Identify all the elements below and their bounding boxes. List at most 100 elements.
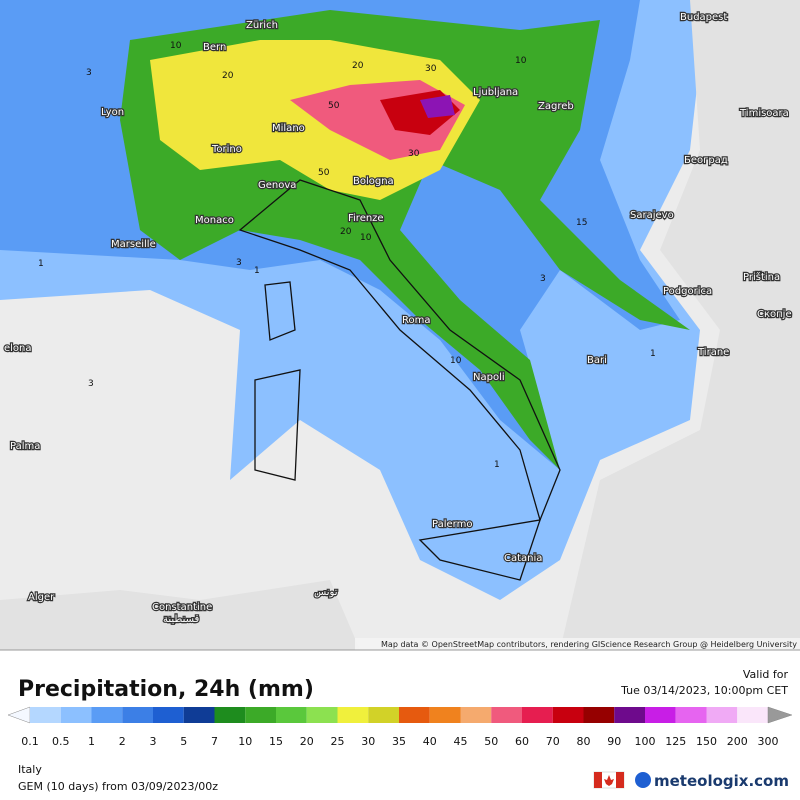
legend-tick-label: 0.5 (52, 735, 70, 748)
legend-tick-label: 1 (88, 735, 95, 748)
city-label: Скопје (757, 308, 792, 320)
city-label: Ljubljana (473, 87, 518, 98)
valid-time: Tue 03/14/2023, 10:00pm CET (620, 684, 788, 697)
city-label: Bologna (353, 176, 394, 187)
city-label: Budapest (680, 12, 727, 23)
legend-tick-label: 150 (696, 735, 717, 748)
contour-label: 3 (540, 274, 546, 284)
city-label: Firenze (348, 213, 384, 224)
contour-label: 1 (38, 259, 44, 269)
city-label: Genova (258, 180, 296, 191)
city-label: Sarajevo (630, 210, 674, 221)
legend-swatch (276, 707, 307, 723)
legend-tick-label: 3 (150, 735, 157, 748)
legend-swatch (706, 707, 738, 723)
attribution: Map data © OpenStreetMap contributors, r… (381, 640, 797, 649)
legend-tick-label: 125 (665, 735, 686, 748)
city-label: Palma (10, 441, 40, 452)
legend-tick-label: 50 (484, 735, 498, 748)
city-label: Napoli (473, 372, 505, 383)
city-labels: Budapest Zürich Bern Lyon Ljubljana Zagr… (3, 11, 793, 626)
city-label: Constantine (152, 602, 212, 613)
legend-swatch (522, 707, 553, 723)
legend-tick-label: 10 (238, 735, 252, 748)
legend-tick-label: 2 (119, 735, 126, 748)
city-label: Timisoara (739, 108, 789, 119)
legend-swatch (614, 707, 645, 723)
brand[interactable]: meteologix.com (654, 772, 789, 790)
city-label: Alger (28, 592, 55, 603)
land-dry (0, 580, 360, 650)
coastline (254, 281, 541, 581)
legend-tick-label: 80 (577, 735, 591, 748)
precip-area (420, 95, 455, 118)
city-label: Priština (743, 271, 780, 283)
contour-label: 30 (408, 149, 420, 159)
model-info: GEM (10 days) from 03/09/2023/00z (18, 780, 218, 793)
city-label: Lyon (101, 107, 124, 118)
city-label: Milano (272, 123, 305, 134)
valid-label: Valid for (743, 668, 789, 681)
legend-tick-label: 30 (361, 735, 375, 748)
city-label: Zürich (246, 20, 278, 31)
contour-labels: 10 10 10 10 3 3 3 3 20 20 20 1 1 1 1 50 … (38, 41, 656, 470)
contour-label: 3 (88, 379, 94, 389)
city-label: Bari (587, 355, 607, 366)
legend-tick-label: 7 (211, 735, 218, 748)
legend-swatch (91, 707, 123, 723)
legend-swatch (645, 707, 676, 723)
contour-label: 30 (425, 64, 437, 74)
legend-tick-label: 15 (269, 735, 283, 748)
contour-label: 1 (494, 460, 500, 470)
legend-tick-label: 45 (454, 735, 468, 748)
city-label: Bern (203, 42, 226, 53)
legend-swatch (306, 707, 338, 723)
legend-swatch (245, 707, 276, 723)
region: Italy (18, 763, 42, 776)
contour-label: 50 (318, 168, 330, 178)
land-dry (560, 0, 800, 650)
legend-arrow (767, 706, 793, 724)
city-label: elona (4, 343, 32, 354)
brand-logo (635, 772, 651, 788)
legend-swatch (60, 707, 92, 723)
canada-flag (593, 771, 625, 789)
legend-swatch (399, 707, 430, 723)
legend-swatch (122, 707, 153, 723)
contour-label: 10 (515, 56, 527, 66)
city-label: تونس (314, 587, 338, 598)
city-label: Roma (402, 315, 431, 326)
contour-label: 1 (254, 266, 260, 276)
legend-tick-label: 90 (607, 735, 621, 748)
coastline (238, 179, 561, 523)
city-label: Tirane (697, 347, 729, 358)
legend-tick-label: 25 (331, 735, 345, 748)
legend-swatch (675, 707, 707, 723)
contour-label: 50 (328, 101, 340, 111)
city-label: Torino (211, 144, 242, 155)
city-label: Zagreb (538, 101, 574, 112)
contour-label: 10 (450, 356, 462, 366)
legend-arrow (7, 706, 31, 724)
legend-swatch (214, 707, 246, 723)
legend-tick-label: 40 (423, 735, 437, 748)
legend-swatch (30, 707, 61, 723)
legend-tick-label: 200 (727, 735, 748, 748)
legend-swatch (337, 707, 369, 723)
legend: 0.1 0.5 1 2 3 5 7 10 15 20 25 30 35 40 45 50 60 70 80 90 100… (7, 706, 793, 748)
contour-label: 10 (360, 233, 372, 243)
attribution-bg (355, 638, 800, 650)
contour-label: 20 (352, 61, 364, 71)
city-label: Palermo (432, 519, 472, 530)
legend-swatch (183, 707, 215, 723)
legend-tick-label: 35 (392, 735, 406, 748)
contour-label: 15 (576, 218, 587, 228)
precip-area (150, 40, 480, 200)
city-label: قسنطينة (163, 614, 200, 625)
legend-swatch (737, 707, 768, 723)
legend-tick-label: 70 (546, 735, 560, 748)
title: Precipitation, 24h (mm) (18, 677, 314, 702)
contour-label: 20 (222, 71, 234, 81)
city-label: Podgorica (663, 286, 712, 297)
